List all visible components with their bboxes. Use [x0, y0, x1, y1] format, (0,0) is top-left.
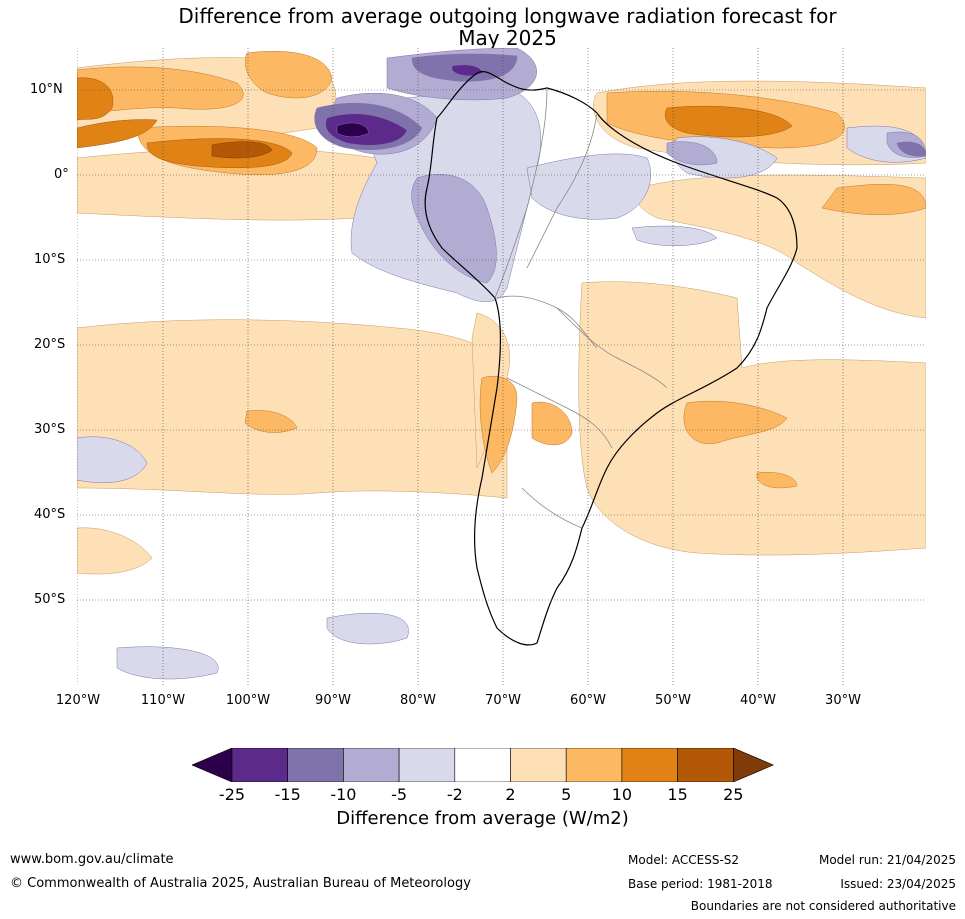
colorbar-tick-label: 5	[561, 785, 572, 804]
colorbar-tick-label: -10	[330, 785, 357, 804]
anomaly-map	[77, 48, 926, 686]
lon-label-90w: 90°W	[315, 693, 351, 708]
footer-copyright: © Commonwealth of Australia 2025, Austra…	[10, 876, 471, 891]
lon-label-60w: 60°W	[570, 693, 606, 708]
colorbar-segment	[343, 748, 400, 782]
lon-label-40w: 40°W	[740, 693, 776, 708]
footer-issued: Issued: 23/04/2025	[840, 877, 956, 891]
footer-model: Model: ACCESS-S2	[628, 853, 740, 867]
colorbar-tick-label: 15	[667, 785, 688, 804]
colorbar-segment	[454, 748, 511, 782]
colorbar-tick-label: 2	[505, 785, 516, 804]
anomaly-contours-negative	[77, 48, 926, 680]
lon-label-100w: 100°W	[225, 693, 271, 708]
lat-label-40s: 40°S	[34, 507, 66, 522]
colorbar-segment	[621, 748, 678, 782]
anomaly-contours-15-25	[211, 141, 273, 159]
lat-label-10n: 10°N	[30, 82, 63, 97]
colorbar-tick-label: 25	[723, 785, 744, 804]
colorbar-segment	[510, 748, 567, 782]
lon-label-120w: 120°W	[55, 693, 101, 708]
colorbar-tick-label: -2	[446, 785, 463, 804]
colorbar-segment	[398, 748, 456, 782]
lat-label-0: 0°	[54, 167, 69, 182]
map-panel	[77, 48, 926, 686]
footer-model-run: Model run: 21/04/2025	[818, 853, 956, 867]
colorbar-segment	[231, 748, 289, 782]
lat-label-20s: 20°S	[34, 337, 66, 352]
lon-label-80w: 80°W	[400, 693, 436, 708]
lon-label-50w: 50°W	[655, 693, 691, 708]
colorbar-tick-label: -15	[274, 785, 301, 804]
colorbar-extend-high	[732, 748, 774, 782]
colorbar-extend-low	[192, 748, 233, 782]
lat-label-30s: 30°S	[34, 422, 66, 437]
colorbar-tick-label: 10	[611, 785, 633, 804]
footer-base-period: Base period: 1981-2018	[628, 877, 773, 891]
colorbar-tick-label: -25	[218, 785, 246, 804]
colorbar-segment	[287, 748, 344, 782]
map-title: Difference from average outgoing longwav…	[0, 5, 965, 49]
colorbar-segment	[677, 748, 734, 782]
lon-label-70w: 70°W	[485, 693, 521, 708]
footer-disclaimer: Boundaries are not considered authoritat…	[690, 899, 956, 913]
footer-website: www.bom.gov.au/climate	[10, 852, 174, 867]
country-borders	[494, 87, 668, 529]
colorbar-segment	[565, 748, 623, 782]
title-line-2: May 2025	[458, 26, 557, 50]
lon-label-110w: 110°W	[140, 693, 186, 708]
lat-label-10s: 10°S	[34, 252, 66, 267]
lon-label-30w: 30°W	[825, 693, 861, 708]
colorbar-tick-label: -5	[391, 785, 408, 804]
colorbar	[192, 748, 774, 782]
lat-label-50s: 50°S	[34, 592, 66, 607]
title-line-1: Difference from average outgoing longwav…	[178, 4, 837, 28]
colorbar-label: Difference from average (W/m2)	[336, 808, 629, 829]
graticule	[77, 48, 926, 686]
